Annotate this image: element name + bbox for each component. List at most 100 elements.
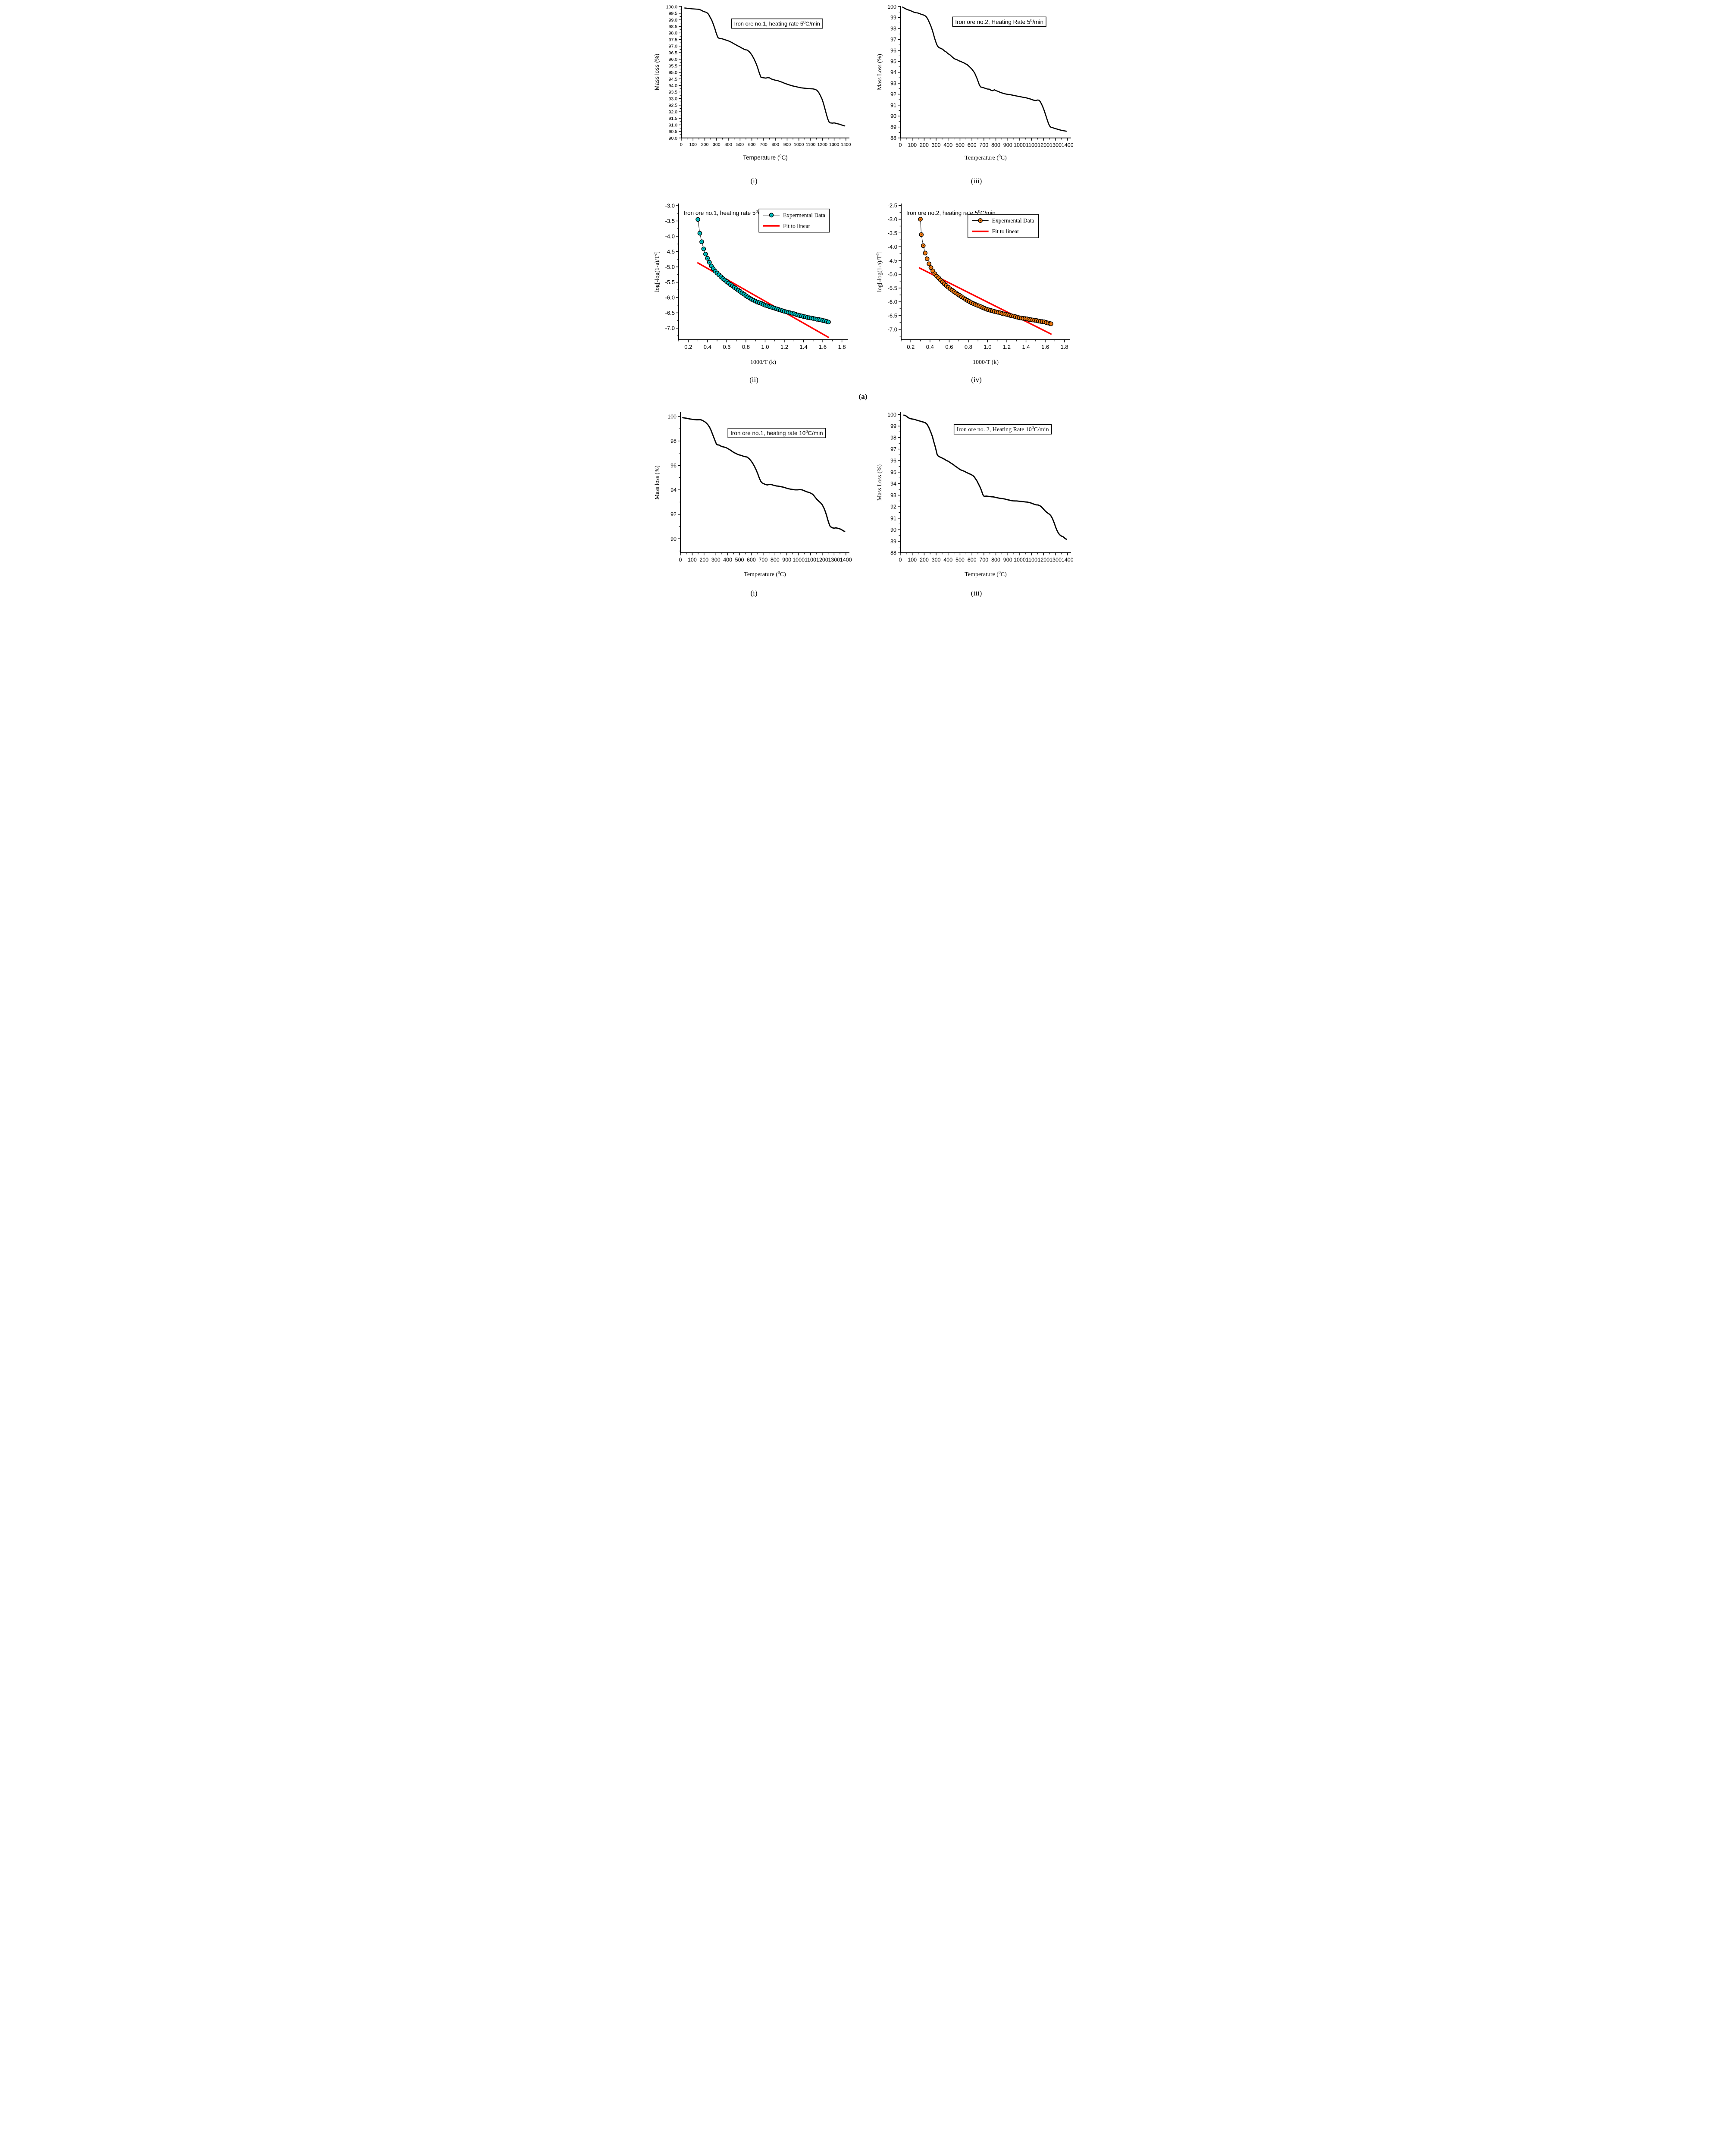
y-axis-label: Mass Loss (%) [877, 54, 883, 90]
svg-text:600: 600 [967, 142, 976, 148]
svg-text:1300: 1300 [1049, 142, 1062, 148]
svg-text:97: 97 [890, 37, 896, 43]
svg-text:900: 900 [782, 557, 791, 563]
y-axis-label: Mass loss (%) [654, 54, 660, 91]
ticks: 0 100 200 300 400 500 600 700 800 900 1000 1100 1200… [887, 412, 1074, 563]
svg-text:96.0: 96.0 [668, 57, 677, 62]
svg-text:-6.5: -6.5 [887, 313, 897, 319]
title-box [731, 18, 823, 29]
svg-text:200: 200 [919, 142, 928, 148]
svg-text:89: 89 [890, 539, 896, 545]
svg-text:500: 500 [955, 142, 965, 148]
svg-text:-7.0: -7.0 [665, 325, 674, 332]
svg-text:-4.0: -4.0 [887, 244, 897, 250]
svg-text:0: 0 [899, 557, 902, 563]
svg-text:1000: 1000 [1014, 557, 1026, 563]
svg-text:92.5: 92.5 [668, 103, 677, 108]
tga-ore2-10cmin-chart: 0 100 200 300 400 500 600 700 800 900 1000 1100 1200… [875, 408, 1078, 580]
caption-iii-bottom: (iii) [971, 589, 982, 597]
svg-text:700: 700 [758, 557, 767, 563]
svg-text:0.2: 0.2 [907, 344, 915, 350]
legend: Expermental Data Fit to linear [967, 214, 1039, 238]
svg-text:98.0: 98.0 [668, 31, 677, 36]
svg-text:-4.0: -4.0 [665, 233, 674, 240]
mass-loss-curve [902, 6, 1067, 132]
caption-i-top: (i) [750, 177, 758, 185]
svg-text:88: 88 [890, 550, 896, 556]
plot-area: 0 100 200 300 400 500 600 700 800 900 1000 1100 1200… [877, 4, 1074, 161]
ticks: 0 100 200 300 400 500 600 700 800 900 1000 1100 1200… [887, 4, 1074, 148]
svg-text:0: 0 [679, 557, 682, 563]
svg-text:96: 96 [890, 47, 896, 53]
svg-text:100: 100 [908, 142, 917, 148]
svg-text:-3.0: -3.0 [887, 216, 897, 222]
svg-text:900: 900 [1003, 142, 1012, 148]
mass-loss-curve [682, 417, 845, 532]
svg-text:-2.5: -2.5 [887, 202, 897, 209]
svg-text:400: 400 [943, 557, 952, 563]
svg-text:92: 92 [890, 504, 896, 510]
svg-text:98.5: 98.5 [668, 24, 677, 29]
svg-text:1400: 1400 [1061, 557, 1073, 563]
svg-text:800: 800 [991, 142, 1000, 148]
svg-text:700: 700 [979, 557, 988, 563]
svg-text:1.2: 1.2 [780, 344, 788, 350]
svg-text:-5.5: -5.5 [887, 285, 897, 291]
svg-text:89: 89 [890, 124, 896, 130]
ticks: 0.2 0.4 0.6 0.8 1.0 1.2 1.4 1.6 1.8 -7.0 -6.5 -6.0 -… [887, 202, 1068, 350]
svg-text:94.0: 94.0 [668, 83, 677, 88]
svg-text:1.2: 1.2 [1002, 344, 1010, 350]
experimental-data [918, 217, 1053, 326]
svg-text:1000: 1000 [1014, 142, 1026, 148]
svg-text:98: 98 [890, 435, 896, 441]
ticks: 0.2 0.4 0.6 0.8 1.0 1.2 1.4 1.6 1.8 -7.0 -6.5 -6.0 -… [665, 203, 846, 350]
svg-text:100: 100 [667, 414, 677, 420]
svg-text:96: 96 [670, 463, 677, 469]
chart-row-1: 0 100 200 300 400 500 600 700 800 900 1000 1100 1200… [648, 3, 1079, 163]
svg-text:1000: 1000 [793, 557, 805, 563]
legend-label: Fit to linear [992, 228, 1019, 235]
plot-area: 0.2 0.4 0.6 0.8 1.0 1.2 1.4 1.6 1.8 -7.0 -6.5 -6.0 -… [876, 202, 1070, 366]
panel-kinetics-ore2: 0.2 0.4 0.6 0.8 1.0 1.2 1.4 1.6 1.8 -7.0 -6.5 -6.0 -… [875, 199, 1078, 367]
svg-text:-6.0: -6.0 [887, 299, 897, 305]
caption-ii: (ii) [749, 376, 758, 384]
svg-text:500: 500 [736, 142, 744, 147]
svg-text:92: 92 [890, 91, 896, 97]
svg-text:-4.5: -4.5 [887, 257, 897, 264]
svg-text:1200: 1200 [1037, 557, 1049, 563]
svg-text:300: 300 [931, 142, 940, 148]
x-axis-label: 1000/T (k) [750, 359, 776, 366]
chart-title: Iron ore no.2, Heating Rate 50/min [955, 18, 1043, 25]
svg-text:88: 88 [890, 135, 896, 141]
plot-area: 0 100 200 300 400 500 600 700 800 900 1000 1100 1200… [654, 412, 852, 578]
chart-row-3: 0 100 200 300 400 500 600 700 800 900 1000 1100 1200… [648, 408, 1079, 580]
svg-text:0: 0 [899, 142, 902, 148]
svg-text:1200: 1200 [817, 142, 827, 147]
mass-loss-curve [903, 414, 1067, 540]
y-axis-label: Mass Loss (%) [877, 464, 883, 501]
caption-row-1: (i) (iii) [648, 163, 1079, 199]
legend: Expermental Data Fit to linear [758, 208, 830, 233]
svg-text:1100: 1100 [1026, 557, 1037, 563]
svg-text:900: 900 [783, 142, 791, 147]
svg-text:700: 700 [760, 142, 767, 147]
kinetics-ore1-chart: 0.2 0.4 0.6 0.8 1.0 1.2 1.4 1.6 1.8 -7.0 -6.5 -6.0 -… [652, 199, 855, 367]
svg-text:1.0: 1.0 [984, 344, 991, 350]
svg-text:93: 93 [890, 81, 896, 87]
caption-row-2: (ii) (iv) [648, 367, 1079, 392]
svg-text:800: 800 [770, 557, 779, 563]
svg-text:600: 600 [747, 557, 756, 563]
plot-area: 0.2 0.4 0.6 0.8 1.0 1.2 1.4 1.6 1.8 -7.0 -6.5 -6.0 -… [653, 203, 848, 366]
chart-row-2: 0.2 0.4 0.6 0.8 1.0 1.2 1.4 1.6 1.8 -7.0 -6.5 -6.0 -… [648, 199, 1079, 367]
svg-text:1100: 1100 [1026, 142, 1037, 148]
svg-text:96: 96 [890, 458, 896, 464]
tga-ore1-10cmin-chart: 0 100 200 300 400 500 600 700 800 900 1000 1100 1200… [652, 408, 855, 580]
svg-text:99.0: 99.0 [668, 18, 677, 23]
chart-title: Iron ore no.1, heating rate 100C/min [730, 429, 823, 436]
chart-title: Iron ore no.1, heating rate 50C/min [734, 20, 820, 27]
svg-text:95: 95 [890, 469, 896, 475]
svg-text:-5.0: -5.0 [887, 271, 897, 278]
kinetics-ore2-chart: 0.2 0.4 0.6 0.8 1.0 1.2 1.4 1.6 1.8 -7.0 -6.5 -6.0 -… [875, 199, 1078, 367]
svg-text:95.0: 95.0 [668, 70, 677, 75]
plot-area: 0 100 200 300 400 500 600 700 800 900 1000 1100 1200… [654, 4, 851, 161]
